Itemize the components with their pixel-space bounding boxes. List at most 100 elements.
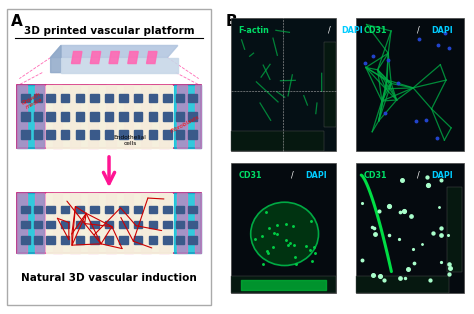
- FancyBboxPatch shape: [356, 163, 464, 293]
- Polygon shape: [177, 193, 187, 253]
- Text: Fibroblasts: Fibroblasts: [170, 114, 201, 133]
- FancyBboxPatch shape: [176, 130, 184, 138]
- FancyBboxPatch shape: [356, 18, 464, 151]
- FancyBboxPatch shape: [163, 112, 172, 121]
- Polygon shape: [124, 85, 133, 148]
- Polygon shape: [173, 85, 201, 148]
- Polygon shape: [17, 193, 27, 253]
- FancyBboxPatch shape: [76, 221, 84, 229]
- FancyBboxPatch shape: [76, 206, 84, 214]
- FancyBboxPatch shape: [17, 193, 201, 253]
- FancyBboxPatch shape: [34, 236, 42, 244]
- Text: B: B: [226, 14, 237, 29]
- FancyBboxPatch shape: [149, 130, 157, 138]
- FancyBboxPatch shape: [188, 236, 197, 244]
- FancyBboxPatch shape: [176, 112, 184, 121]
- Polygon shape: [35, 193, 45, 253]
- FancyBboxPatch shape: [176, 236, 184, 244]
- Text: DAPI: DAPI: [431, 171, 453, 180]
- Polygon shape: [159, 85, 169, 148]
- FancyBboxPatch shape: [34, 221, 42, 229]
- FancyBboxPatch shape: [105, 94, 113, 102]
- Text: F-actin: F-actin: [238, 26, 269, 35]
- FancyBboxPatch shape: [119, 130, 128, 138]
- FancyBboxPatch shape: [21, 94, 30, 102]
- Text: CD31: CD31: [364, 26, 387, 35]
- FancyBboxPatch shape: [90, 94, 99, 102]
- FancyBboxPatch shape: [21, 221, 30, 229]
- FancyBboxPatch shape: [7, 9, 211, 305]
- FancyBboxPatch shape: [61, 206, 69, 214]
- Text: Endothelial
cells: Endothelial cells: [113, 135, 146, 146]
- FancyBboxPatch shape: [34, 206, 42, 214]
- FancyBboxPatch shape: [447, 187, 462, 272]
- Text: A: A: [11, 14, 23, 29]
- FancyBboxPatch shape: [188, 221, 197, 229]
- Polygon shape: [71, 193, 80, 253]
- Polygon shape: [46, 193, 172, 253]
- Text: 3D printed vascular platform: 3D printed vascular platform: [24, 26, 194, 36]
- Text: /: /: [417, 26, 422, 35]
- Text: /: /: [292, 171, 297, 180]
- Polygon shape: [128, 51, 138, 63]
- Ellipse shape: [251, 202, 319, 266]
- FancyBboxPatch shape: [76, 94, 84, 102]
- Polygon shape: [106, 85, 116, 148]
- FancyBboxPatch shape: [21, 130, 30, 138]
- Polygon shape: [109, 51, 119, 63]
- FancyBboxPatch shape: [46, 221, 55, 229]
- Polygon shape: [35, 85, 45, 148]
- Polygon shape: [51, 46, 61, 73]
- FancyBboxPatch shape: [149, 112, 157, 121]
- FancyBboxPatch shape: [105, 206, 113, 214]
- FancyBboxPatch shape: [105, 112, 113, 121]
- FancyBboxPatch shape: [34, 112, 42, 121]
- FancyBboxPatch shape: [61, 221, 69, 229]
- FancyBboxPatch shape: [105, 130, 113, 138]
- FancyBboxPatch shape: [61, 130, 69, 138]
- Text: DAPI: DAPI: [305, 171, 327, 180]
- Text: DAPI: DAPI: [431, 26, 453, 35]
- FancyBboxPatch shape: [163, 130, 172, 138]
- Polygon shape: [88, 85, 98, 148]
- Text: /: /: [328, 26, 333, 35]
- FancyBboxPatch shape: [134, 130, 142, 138]
- Polygon shape: [159, 193, 169, 253]
- Polygon shape: [124, 193, 133, 253]
- Polygon shape: [46, 85, 172, 148]
- Polygon shape: [173, 193, 201, 253]
- Polygon shape: [146, 51, 157, 63]
- FancyBboxPatch shape: [46, 130, 55, 138]
- FancyBboxPatch shape: [188, 94, 197, 102]
- FancyBboxPatch shape: [46, 112, 55, 121]
- FancyBboxPatch shape: [105, 236, 113, 244]
- Polygon shape: [141, 85, 151, 148]
- FancyBboxPatch shape: [21, 112, 30, 121]
- FancyBboxPatch shape: [119, 94, 128, 102]
- FancyBboxPatch shape: [21, 206, 30, 214]
- FancyBboxPatch shape: [163, 236, 172, 244]
- FancyBboxPatch shape: [21, 236, 30, 244]
- Polygon shape: [88, 193, 98, 253]
- FancyBboxPatch shape: [188, 112, 197, 121]
- FancyBboxPatch shape: [119, 206, 128, 214]
- FancyBboxPatch shape: [356, 276, 449, 293]
- FancyBboxPatch shape: [119, 112, 128, 121]
- FancyBboxPatch shape: [76, 236, 84, 244]
- Polygon shape: [71, 85, 80, 148]
- FancyBboxPatch shape: [149, 236, 157, 244]
- FancyBboxPatch shape: [134, 236, 142, 244]
- FancyBboxPatch shape: [90, 236, 99, 244]
- Polygon shape: [61, 57, 178, 73]
- FancyBboxPatch shape: [134, 94, 142, 102]
- FancyBboxPatch shape: [149, 94, 157, 102]
- FancyBboxPatch shape: [231, 18, 336, 151]
- FancyBboxPatch shape: [90, 221, 99, 229]
- FancyBboxPatch shape: [231, 276, 336, 293]
- FancyBboxPatch shape: [105, 221, 113, 229]
- FancyBboxPatch shape: [90, 206, 99, 214]
- Polygon shape: [17, 193, 45, 253]
- FancyBboxPatch shape: [176, 94, 184, 102]
- Polygon shape: [53, 85, 63, 148]
- FancyBboxPatch shape: [17, 85, 201, 148]
